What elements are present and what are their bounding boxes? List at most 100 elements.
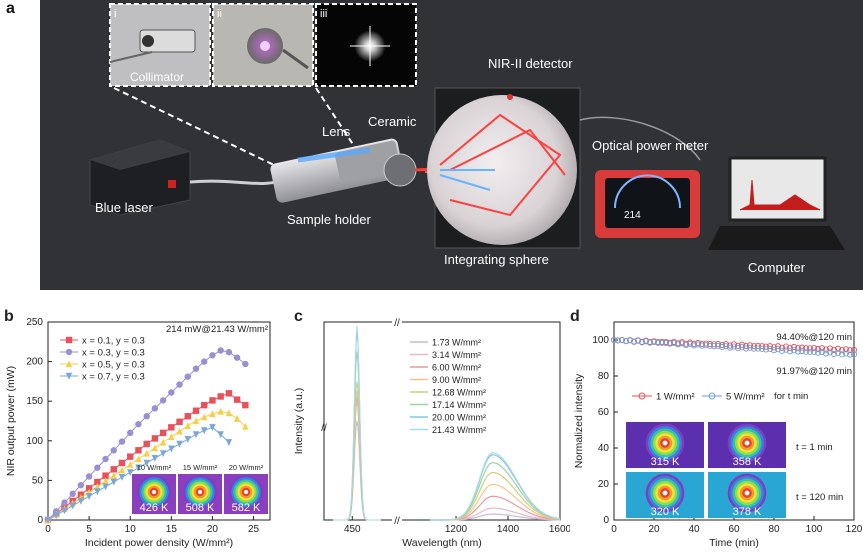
thermal-ring xyxy=(243,489,249,495)
data-point xyxy=(233,414,241,422)
data-point xyxy=(726,342,734,349)
label-integrating-sphere: Integrating sphere xyxy=(444,252,549,267)
data-point xyxy=(135,447,142,454)
y-tick-label: 200 xyxy=(26,357,43,368)
data-point xyxy=(217,407,224,415)
data-point xyxy=(810,348,818,355)
data-point xyxy=(846,347,854,354)
x-tick-label: 20 xyxy=(648,524,660,535)
data-point xyxy=(762,346,770,353)
y-tick-label: 150 xyxy=(26,396,43,407)
data-point xyxy=(842,346,850,353)
x-axis-label: Incident power density (W/mm²) xyxy=(85,537,233,549)
data-point xyxy=(209,424,216,432)
annotation: 94.40%@120 min xyxy=(776,332,852,343)
data-point xyxy=(168,389,175,396)
inset-label-ii: ii xyxy=(217,8,222,20)
x-axis-label: Wavelength (nm) xyxy=(402,537,482,549)
data-point xyxy=(65,372,73,380)
x-tick-label: 80 xyxy=(768,524,780,535)
data-point xyxy=(826,349,834,356)
thermal-ring xyxy=(151,489,157,495)
data-point xyxy=(151,444,159,452)
x-axis-label: Time (min) xyxy=(709,537,759,549)
data-point xyxy=(798,347,806,355)
data-point xyxy=(686,340,694,347)
axis-break-mark: // xyxy=(394,318,400,329)
data-point xyxy=(192,365,200,372)
data-point xyxy=(127,460,134,468)
y-tick-label: 40 xyxy=(598,443,610,454)
thermal-temp-label: 582 K xyxy=(232,502,261,514)
y-axis-label: NIR output power (mW) xyxy=(5,366,17,476)
y-tick-label: 0 xyxy=(37,515,43,526)
thermal-ring xyxy=(662,490,668,496)
data-point xyxy=(774,343,782,350)
data-point xyxy=(135,464,142,472)
data-point xyxy=(159,397,167,404)
chart-c: 450 1200 1400 1600 Wavelength (nm) Intensity … xyxy=(293,318,570,549)
data-point xyxy=(102,455,109,463)
thermal-ring xyxy=(744,490,750,496)
data-point xyxy=(184,373,191,380)
data-point xyxy=(118,474,126,481)
panel-d-label: d xyxy=(570,308,580,325)
data-point xyxy=(184,413,191,420)
data-point xyxy=(814,345,822,353)
data-point xyxy=(738,341,746,348)
data-point xyxy=(143,413,150,420)
data-point xyxy=(738,343,746,351)
data-point xyxy=(135,420,142,428)
data-point xyxy=(85,473,93,480)
y-tick-label: 250 xyxy=(26,317,43,328)
data-point xyxy=(209,352,216,359)
data-point xyxy=(702,342,710,349)
legend-marker xyxy=(638,392,646,400)
data-point xyxy=(151,455,159,462)
data-point xyxy=(718,343,726,351)
legend-label: 12.68 W/mm² xyxy=(432,388,486,398)
label-sample-holder: Sample holder xyxy=(287,212,371,227)
data-point xyxy=(53,512,60,519)
data-point xyxy=(61,499,68,506)
data-point xyxy=(118,466,126,474)
data-point xyxy=(44,516,52,524)
x-tick-label: 10 xyxy=(125,524,137,535)
data-point xyxy=(209,397,216,404)
data-point xyxy=(201,427,208,435)
data-point xyxy=(217,393,224,400)
data-point xyxy=(201,358,208,365)
data-point xyxy=(818,348,826,356)
series-line-nir xyxy=(429,454,561,521)
x-tick-label: 15 xyxy=(166,524,178,535)
data-point xyxy=(654,339,662,346)
series-line-blue xyxy=(333,325,381,521)
series-line-blue xyxy=(333,331,381,521)
label-lens: Lens xyxy=(322,124,351,139)
data-point xyxy=(184,422,191,429)
meter-readout: 214 xyxy=(624,210,641,221)
data-point xyxy=(782,343,790,350)
data-point xyxy=(662,339,670,347)
data-point xyxy=(85,493,93,500)
data-point xyxy=(65,360,73,368)
data-point xyxy=(102,477,109,485)
data-point xyxy=(850,346,858,353)
data-point xyxy=(168,424,175,431)
data-point xyxy=(630,338,638,345)
legend-label: 5 W/mm² xyxy=(726,392,765,403)
data-point xyxy=(766,345,774,353)
data-point xyxy=(168,445,175,453)
data-point xyxy=(698,341,706,348)
label-nir-detector: NIR-II detector xyxy=(488,56,573,71)
data-point xyxy=(706,342,714,349)
data-point xyxy=(192,431,200,439)
y-axis-label: Normalized intensity xyxy=(573,373,585,468)
inset-label-i: i xyxy=(114,8,117,20)
data-point xyxy=(118,438,126,445)
data-point xyxy=(151,405,159,412)
data-point xyxy=(734,345,742,352)
data-point xyxy=(774,346,782,353)
data-point xyxy=(670,340,678,347)
chart-d: 0 20 40 60 80 100 0 20 40 60 80 100 120 Time (min) Nor… xyxy=(573,321,863,549)
